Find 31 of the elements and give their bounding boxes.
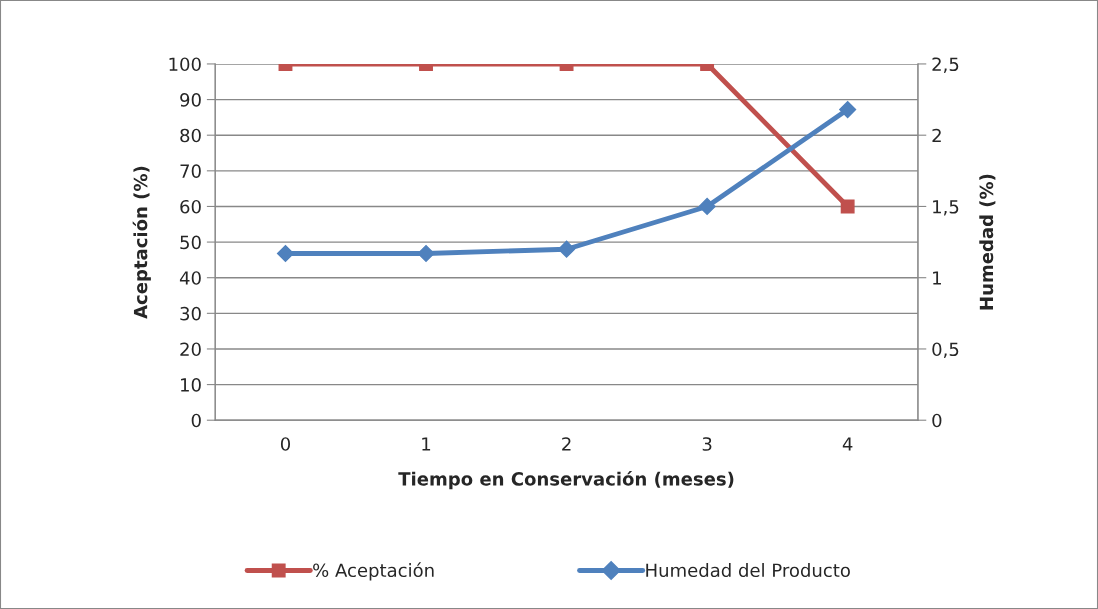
- y2-tick-label: 1: [933, 271, 941, 285]
- y-tick-label: 40: [179, 271, 201, 285]
- y2-tick-label: 1,5: [933, 200, 959, 216]
- x-tick-label: 2: [562, 437, 571, 451]
- y-tick-label: 10: [181, 378, 201, 392]
- x-tick-label: 4: [842, 437, 853, 451]
- y2-axis-title: Humedad (%): [979, 174, 996, 310]
- point: [417, 244, 435, 263]
- y2-tick-label: 0: [932, 413, 942, 428]
- y-tick-label: 20: [180, 342, 201, 357]
- x-tick-label: 3: [702, 437, 712, 451]
- y-tick-label: 60: [180, 199, 201, 214]
- y-tick-label: 0: [191, 413, 201, 428]
- point: [698, 197, 716, 216]
- y-tick-label: 90: [180, 93, 201, 107]
- y-tick-label: 50: [180, 235, 201, 250]
- y-tick-label: 30: [180, 306, 201, 321]
- y-axis-title: Aceptación (%): [132, 166, 151, 319]
- x-tick-label: 1: [422, 437, 431, 451]
- y2-tick-label: 2,5: [932, 57, 959, 73]
- y2-tick-label: 2: [932, 128, 941, 143]
- x-tick-label: 0: [280, 437, 291, 451]
- point: [839, 100, 857, 119]
- legend-label: % Aceptación: [313, 562, 434, 581]
- legend-label: Humedad del Producto: [646, 563, 850, 578]
- y2-tick-label: 0,5: [932, 342, 959, 358]
- point: [558, 240, 576, 258]
- y-tick-label: 80: [180, 128, 201, 143]
- y-tick-label: 70: [180, 164, 201, 178]
- y-tick-label: 100: [169, 57, 201, 72]
- x-axis-title: Tiempo en Conservación (meses): [398, 471, 734, 490]
